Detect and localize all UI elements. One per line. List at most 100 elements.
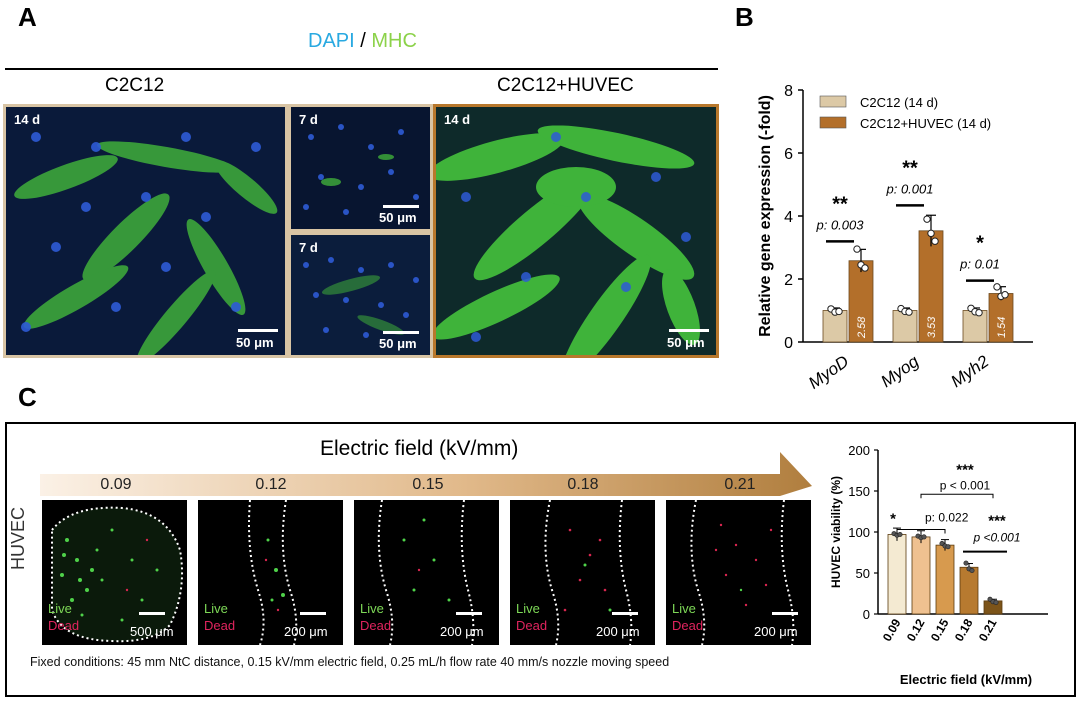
live-label: Live xyxy=(48,601,72,616)
scale-bar-label: 50 μm xyxy=(236,335,274,350)
bar-value-label: 3.53 xyxy=(926,316,938,338)
scale-bar xyxy=(669,329,709,332)
scale-bar-label: 50 μm xyxy=(667,335,705,350)
significance-bracket xyxy=(920,493,994,499)
live-label: Live xyxy=(204,601,228,616)
c2c12-huvec-group-label: C2C12+HUVEC xyxy=(497,75,634,96)
y-tick-label: 2 xyxy=(784,272,793,289)
c2c12-group-label: C2C12 xyxy=(105,75,165,96)
y-axis-label: HUVEC viability (%) xyxy=(829,476,843,588)
micrograph-time-label: 14 d xyxy=(444,112,471,127)
panel-a-letter: A xyxy=(18,2,37,32)
data-point xyxy=(993,283,1001,291)
panel-b-letter: B xyxy=(735,2,754,32)
live-label: Live xyxy=(360,601,384,616)
category-label: MyoD xyxy=(805,352,852,393)
huvec-row-label: HUVEC xyxy=(8,506,28,570)
legend-dapi: DAPI xyxy=(308,30,355,52)
huvec-viability-chart: 0 50 100 150 200 HUVEC viability (%) Electric … xyxy=(829,443,1048,687)
live-dead-image-021-image xyxy=(690,500,795,645)
data-point xyxy=(993,600,999,606)
x-tick-label: 0.21 xyxy=(976,616,1000,644)
scale-bar xyxy=(139,612,165,615)
micrograph-c2c12-7d-bottom-image xyxy=(291,235,430,355)
data-point xyxy=(975,309,983,317)
scale-bar xyxy=(612,612,638,615)
p-value-label: p <0.001 xyxy=(972,531,1020,545)
dead-label: Dead xyxy=(516,618,548,633)
live-dead-image-018: Live Dead 200 μm xyxy=(510,500,655,645)
micrograph-time-label: 7 d xyxy=(299,240,318,255)
significance-bracket xyxy=(896,529,946,534)
data-point xyxy=(905,308,913,316)
live-label: Live xyxy=(672,601,696,616)
dead-label: Dead xyxy=(360,618,392,633)
data-point xyxy=(923,215,931,223)
y-tick-label: 100 xyxy=(848,525,870,540)
significance-stars: ** xyxy=(832,193,848,215)
scale-bar-label: 200 μm xyxy=(440,624,484,639)
legend-mhc: MHC xyxy=(371,30,417,52)
data-point xyxy=(1001,291,1009,299)
scale-bar xyxy=(383,205,419,208)
y-tick-label: 0 xyxy=(784,335,793,352)
legend-separator: / xyxy=(354,30,372,52)
scale-bar-label: 200 μm xyxy=(284,624,328,639)
scale-bar-label: 50 μm xyxy=(379,336,417,351)
bar xyxy=(892,310,918,343)
scale-bar xyxy=(300,612,326,615)
data-point xyxy=(835,307,843,316)
bar xyxy=(962,310,988,343)
y-tick-label: 150 xyxy=(848,484,870,499)
legend-swatch xyxy=(819,116,847,129)
x-tick-label: 0.12 xyxy=(904,616,928,644)
category-label: Myh2 xyxy=(947,351,992,391)
data-point xyxy=(969,568,975,574)
legend-swatch xyxy=(819,95,847,108)
y-tick-label: 4 xyxy=(784,209,793,226)
p-value-label: p: 0.001 xyxy=(886,181,934,196)
live-dead-image-009-image xyxy=(51,506,183,643)
panel-c-frame xyxy=(5,422,1076,697)
y-tick-label: 200 xyxy=(848,443,870,458)
y-tick-label: 0 xyxy=(863,607,870,622)
field-value-label: 0.21 xyxy=(724,476,756,493)
data-point xyxy=(853,245,861,253)
field-value-label: 0.09 xyxy=(100,476,132,493)
scale-bar-label: 50 μm xyxy=(379,210,417,225)
category-label: Myog xyxy=(877,351,922,391)
bar xyxy=(911,536,931,615)
live-dead-image-015-image xyxy=(377,500,475,645)
scale-bar-label: 500 μm xyxy=(130,624,174,639)
data-point xyxy=(897,531,903,537)
electric-field-arrow xyxy=(40,452,812,496)
dead-label: Dead xyxy=(48,618,80,633)
scale-bar xyxy=(456,612,482,615)
field-value-label: 0.18 xyxy=(567,476,599,493)
legend-label: C2C12 (14 d) xyxy=(860,95,938,110)
x-tick-label: 0.09 xyxy=(880,616,904,644)
p-value-label: p: 0.01 xyxy=(959,257,1000,272)
micrograph-c2c12-14d-image xyxy=(6,107,285,355)
y-axis-label: Relative gene expression (-fold) xyxy=(757,95,774,337)
gene-expression-chart: 0 2 4 6 8 Relative gene expression (-fold) C2C… xyxy=(757,83,1033,393)
live-dead-image-012: Live Dead 200 μm xyxy=(198,500,343,645)
dead-label: Dead xyxy=(672,618,704,633)
significance-stars: ** xyxy=(902,157,918,179)
fixed-conditions-caption: Fixed conditions: 45 mm NtC distance, 0.… xyxy=(30,655,670,669)
data-point xyxy=(861,264,869,272)
p-value-label: p: 0.003 xyxy=(816,217,865,232)
scale-bar-label: 200 μm xyxy=(754,624,798,639)
micrograph-c2c12-huvec-14d-image xyxy=(436,107,716,355)
y-tick-label: 50 xyxy=(856,566,870,581)
bar xyxy=(988,293,1014,343)
field-value-label: 0.12 xyxy=(255,476,287,493)
micrograph-c2c12-huvec-14d: 14 d 50 μm xyxy=(433,104,719,358)
live-label: Live xyxy=(516,601,540,616)
data-point xyxy=(921,534,927,540)
electric-field-title: Electric field (kV/mm) xyxy=(320,437,519,460)
p-value-label: p: 0.022 xyxy=(925,511,969,525)
y-tick-label: 6 xyxy=(784,146,793,163)
significance-stars: *** xyxy=(956,461,974,478)
significance-stars: * xyxy=(976,233,984,255)
